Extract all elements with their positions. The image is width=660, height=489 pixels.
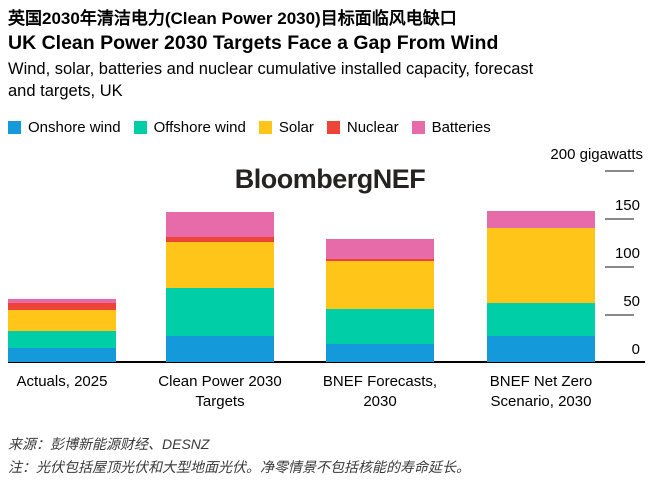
bloombergnef-watermark: BloombergNEF: [234, 164, 426, 194]
bar-segment-batteries: [326, 239, 434, 260]
y-axis-tick: [605, 218, 634, 220]
bar-segment-batteries: [487, 211, 595, 228]
legend-label: Solar: [278, 119, 314, 136]
bar-segment-solar: [326, 261, 434, 310]
page-title: UK Clean Power 2030 Targets Face a Gap F…: [8, 32, 499, 54]
bar-segment-nuclear: [326, 259, 434, 262]
bar-segment-solar: [487, 227, 595, 303]
stacked-bar: [166, 212, 274, 362]
source-line: 来源：彭博新能源财经、DESNZ: [8, 436, 210, 452]
legend-label: Offshore wind: [153, 119, 246, 136]
chart-subtitle: Wind, solar, batteries and nuclear cumul…: [8, 60, 534, 100]
x-axis-label: Clean Power 2030 Targets: [158, 373, 282, 410]
y-axis-tick: [605, 170, 634, 172]
y-axis-tick: [605, 314, 634, 316]
legend-item-nuclear: Nuclear: [326, 119, 399, 136]
legend-item-onshore-wind: Onshore wind: [8, 119, 121, 136]
legend-label: Nuclear: [346, 119, 399, 136]
chart-legend: Onshore wind Offshore wind Solar Nuclear Bat…: [8, 119, 491, 136]
bar-segment-onshore-wind: [166, 336, 274, 362]
bar-segment-batteries: [8, 298, 116, 304]
bar-segment-offshore-wind: [166, 288, 274, 337]
bar-segment-nuclear: [8, 303, 116, 311]
axis-unit-label: 200 gigawatts: [550, 146, 643, 163]
y-axis-tick-label: 150: [614, 197, 640, 214]
bar-segment-offshore-wind: [8, 331, 116, 348]
y-axis-tick: [605, 266, 634, 268]
x-axis-label: BNEF Net Zero Scenario, 2030: [489, 373, 593, 410]
x-axis-label: BNEF Forecasts, 2030: [322, 373, 438, 410]
chart-footnotes: 来源：彭博新能源财经、DESNZ 注：光伏包括屋顶光伏和大型地面光伏。净零情景不…: [8, 433, 470, 479]
legend-swatch-icon: [411, 121, 425, 134]
legend-item-offshore-wind: Offshore wind: [133, 119, 246, 136]
legend-swatch-icon: [326, 121, 340, 134]
legend-swatch-icon: [8, 121, 21, 134]
legend-label: Onshore wind: [28, 119, 121, 136]
legend-swatch-icon: [133, 121, 147, 134]
bar-segment-onshore-wind: [8, 347, 116, 362]
legend-swatch-icon: [258, 121, 272, 134]
bar-segment-nuclear: [166, 237, 274, 243]
bar-segment-solar: [8, 310, 116, 332]
legend-item-batteries: Batteries: [411, 119, 491, 136]
bar-segment-offshore-wind: [326, 309, 434, 344]
bar-segment-offshore-wind: [487, 302, 595, 337]
bar-segment-solar: [166, 242, 274, 289]
legend-label: Batteries: [431, 119, 491, 136]
stacked-bar: [487, 211, 595, 362]
legend-item-solar: Solar: [258, 119, 314, 136]
chinese-title: 英国2030年清洁电力(Clean Power 2030)目标面临风电缺口: [8, 9, 457, 28]
bar-segment-onshore-wind: [487, 336, 595, 362]
x-axis-line: [8, 361, 645, 363]
bar-segment-batteries: [166, 212, 274, 238]
x-axis-label: Actuals, 2025: [16, 373, 108, 390]
bar-segment-onshore-wind: [326, 343, 434, 362]
note-line: 注：光伏包括屋顶光伏和大型地面光伏。净零情景不包括核能的寿命延长。: [8, 459, 470, 475]
stacked-bar: [8, 298, 116, 362]
y-axis-tick-label: 50: [623, 293, 640, 310]
y-axis-tick-label: 0: [631, 341, 640, 358]
stacked-bar: [326, 239, 434, 362]
y-axis-tick-label: 100: [614, 245, 640, 262]
